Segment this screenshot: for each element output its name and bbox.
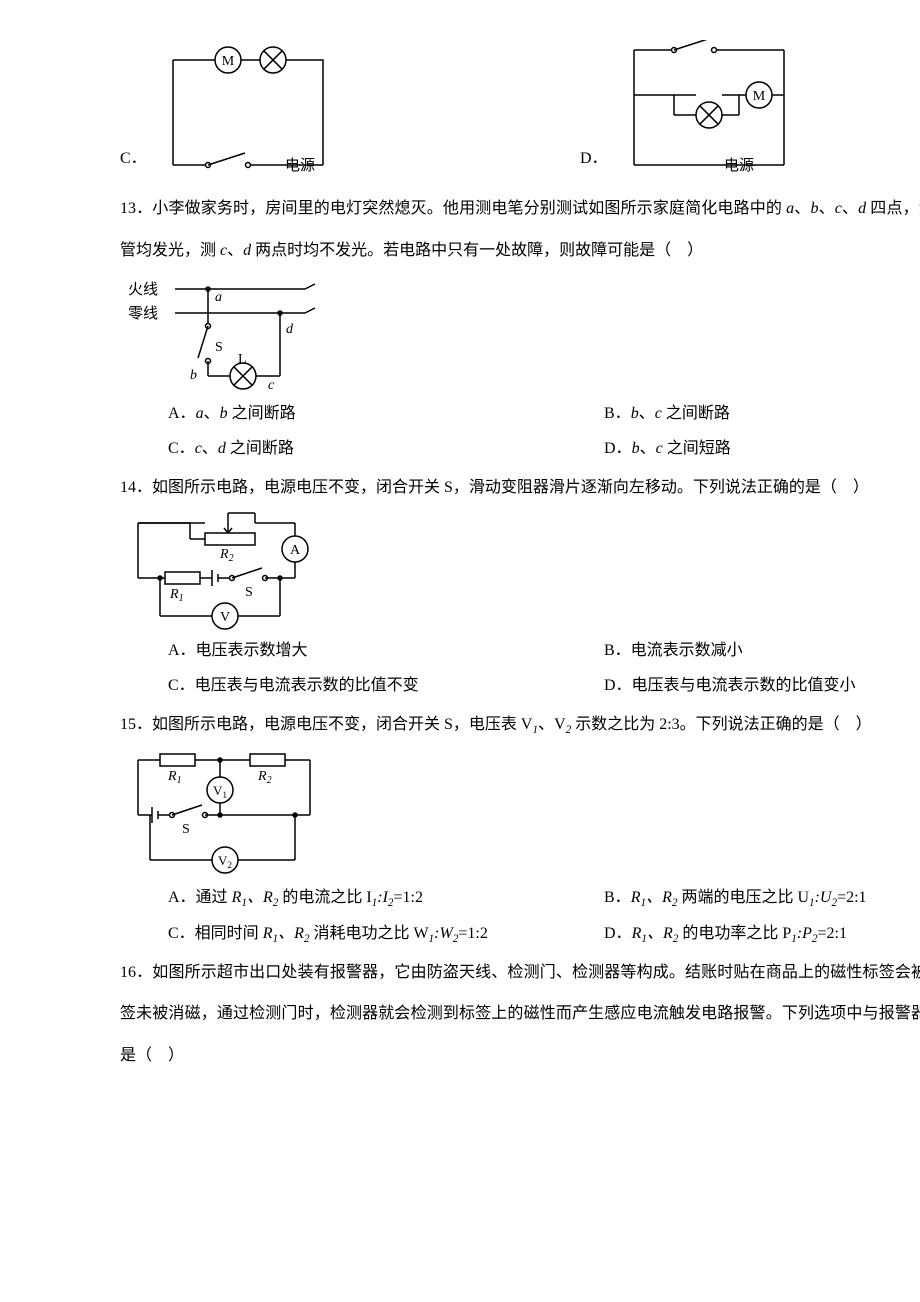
q16-stem-text: 如图所示超市出口处装有报警器，它由防盗天线、检测门、检测器等构成。结账时贴在商品… [120,964,920,1064]
svg-text:R2: R2 [257,769,272,786]
q15-options: A．通过 R1、R2 的电流之比 I1:I2=1:2 B．R1、R2 两端的电压… [120,880,920,952]
q12-circuit-c: M 电源 [153,40,343,180]
q13-stem-text: 小李做家务时，房间里的电灯突然熄灭。他用测电笔分别测试如图所示家庭简化电路中的 … [120,200,920,259]
q15-optC: C．相同时间 R1、R2 消耗电功之比 W1:W2=1:2 [168,916,604,952]
svg-text:S: S [245,585,253,600]
q12-options-cd: C． [120,40,920,180]
q13-diagram: 火线 零线 a b c d S L [120,271,920,396]
q14-optB: B．电流表示数减小 [604,633,920,668]
q12-circuit-d: M 电源 [614,40,804,180]
svg-text:R2: R2 [219,547,234,564]
q12c-source-label: 电源 [285,157,315,174]
q16-number: 16． [120,964,152,981]
q12-option-d: D． [580,40,920,180]
svg-text:c: c [268,378,275,393]
svg-text:R1: R1 [169,587,184,604]
q14-stem-text: 如图所示电路，电源电压不变，闭合开关 S，滑动变阻器滑片逐渐向左移动。下列说法正… [152,479,869,496]
svg-text:零线: 零线 [128,305,158,322]
q13-optD: D．b、c 之间短路 [604,431,920,466]
svg-text:A: A [290,543,301,558]
q15-optB: B．R1、R2 两端的电压之比 U1:U2=2:1 [604,880,920,916]
q13-number: 13． [120,200,152,217]
svg-text:R1: R1 [167,769,182,786]
q13-optB: B．b、c 之间断路 [604,396,920,431]
q14-stem: 14．如图所示电路，电源电压不变，闭合开关 S，滑动变阻器滑片逐渐向左移动。下列… [120,467,920,509]
svg-text:d: d [286,322,294,337]
svg-text:V: V [220,610,230,625]
q14-options: A．电压表示数增大 B．电流表示数减小 C．电压表与电流表示数的比值不变 D．电… [120,633,920,703]
svg-text:b: b [190,368,197,383]
svg-text:M: M [221,54,234,69]
q14-optC: C．电压表与电流表示数的比值不变 [168,668,604,703]
q12-optD-label: D． [580,138,608,180]
q13-optC: C．c、d 之间断路 [168,431,604,466]
svg-text:M: M [752,89,765,104]
q13-options: A．a、b 之间断路 B．b、c 之间断路 C．c、d 之间断路 D．b、c 之… [120,396,920,466]
svg-text:S: S [182,822,190,837]
svg-text:a: a [215,290,222,305]
svg-text:S: S [215,340,223,355]
q14-diagram: A V R1 R2 S [120,508,920,633]
q14-optD: D．电压表与电流表示数的比值变小 [604,668,920,703]
q13-optA: A．a、b 之间断路 [168,396,604,431]
q13-stem: 13．小李做家务时，房间里的电灯突然熄灭。他用测电笔分别测试如图所示家庭简化电路… [120,188,920,271]
q15-stem: 15．如图所示电路，电源电压不变，闭合开关 S，电压表 V1、V2 示数之比为 … [120,704,920,746]
q12d-source-label: 电源 [724,157,754,174]
q15-optA: A．通过 R1、R2 的电流之比 I1:I2=1:2 [168,880,604,916]
q15-diagram: R1 R2 V1 V2 S [120,745,920,880]
q15-optD: D．R1、R2 的电功率之比 P1:P2=2:1 [604,916,920,952]
q16-stem: 16．如图所示超市出口处装有报警器，它由防盗天线、检测门、检测器等构成。结账时贴… [120,952,920,1077]
q14-number: 14． [120,479,152,496]
svg-text:L: L [238,352,247,367]
svg-text:火线: 火线 [128,281,158,298]
q12-optC-label: C． [120,138,147,180]
q15-stem-text: 如图所示电路，电源电压不变，闭合开关 S，电压表 V1、V2 示数之比为 2:3… [152,716,872,733]
q15-number: 15． [120,716,152,733]
q14-optA: A．电压表示数增大 [168,633,604,668]
q12-option-c: C． [120,40,580,180]
